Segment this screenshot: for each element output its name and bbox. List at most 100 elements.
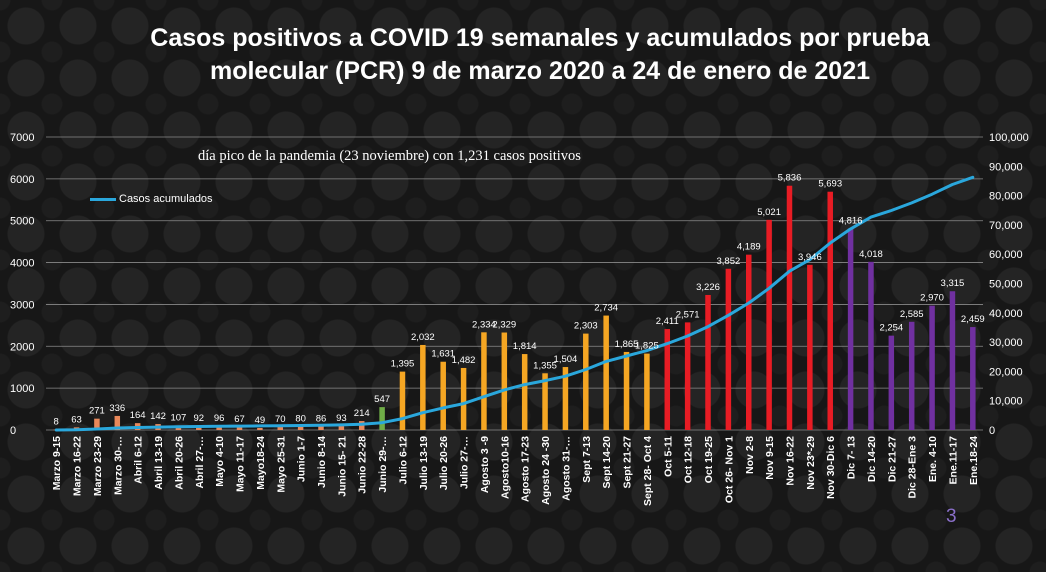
y-right-tick-label: 30,000 [989,337,1023,349]
x-tick-label: Agosto 31-… [560,436,572,501]
x-tick-label: Agosto 17-23 [520,436,532,502]
x-tick-label: Agosto 3 -9 [479,436,491,493]
bar-data-label: 2,459 [961,314,985,325]
bar-data-label: 1,631 [431,349,455,360]
bar-data-label: 1,825 [635,341,659,352]
bar-data-label: 86 [316,413,327,424]
bar [542,373,548,430]
y-right-tick-label: 10,000 [989,396,1023,408]
y-left-tick-label: 3000 [10,299,34,311]
bar-data-label: 2,032 [411,332,435,343]
bar-data-label: 2,734 [594,303,618,314]
x-tick-label: Julio 6-12 [397,436,409,485]
bar [297,426,304,430]
bar [725,268,732,430]
bar [970,327,976,430]
x-tick-label: Julio 13-19 [418,436,430,490]
bar-data-label: 4,189 [737,242,761,253]
x-tick-label: Dic 7- 13 [846,436,858,479]
y-right-tick-label: 80,000 [989,191,1023,203]
bar-data-label: 1,482 [452,355,476,366]
x-tick-label: Junio 1-7 [296,436,308,482]
bar [114,415,121,430]
bar-data-label: 1,865 [615,339,639,350]
x-tick-label: Abril 13-19 [153,436,165,490]
bar-data-label: 2,970 [920,293,944,304]
bar-data-label: 3,226 [696,282,720,293]
peak-annotation: día pico de la pandemia (23 noviembre) c… [198,148,581,164]
bar-data-label: 2,329 [492,320,516,331]
x-tick-label: Dic 14-20 [866,436,878,482]
y-right-tick-label: 20,000 [989,366,1023,378]
bar-data-label: 92 [193,413,204,424]
bar-data-label: 1,814 [513,341,537,352]
x-tick-label: Mayo 4-10 [214,436,226,487]
bar-data-label: 271 [89,406,105,417]
x-tick-label: Nov 9-15 [764,436,776,480]
bar-data-label: 4,018 [859,249,883,260]
bar [399,371,406,430]
bar-data-label: 2,571 [676,309,700,320]
bar-data-label: 5,693 [818,179,842,190]
x-tick-label: Ene. 4-10 [927,436,939,482]
bar [440,361,446,430]
legend: Casos acumulados [90,193,213,205]
bar [746,254,752,430]
bar [257,427,263,430]
x-tick-label: Nov 30-Dic 6 [825,436,837,499]
x-tick-label: Nov 23*-29 [805,436,817,490]
bar [684,322,691,430]
x-tick-label: Junio 22-28 [357,436,369,494]
bar-data-label: 2,334 [472,319,496,330]
bar [868,261,874,430]
bar-data-label: 4,816 [839,215,863,226]
bar [379,407,385,430]
y-right-tick-label: 70,000 [989,220,1023,232]
bar-data-label: 1,504 [554,354,578,365]
bar-data-label: 214 [354,408,370,419]
bar [827,191,833,430]
bar [908,321,915,430]
y-right-tick-label: 0 [989,425,995,437]
x-tick-label: Julio 27-… [459,436,471,489]
bar [236,427,243,430]
bar [949,291,956,430]
x-tick-label: Abril 20-26 [173,436,185,490]
y-right-tick-label: 100,000 [989,132,1029,144]
x-tick-label: Mayo 11-17 [235,436,247,492]
x-tick-label: Junio 29-… [377,436,389,493]
bar [807,264,813,430]
bar-data-label: 67 [234,414,245,425]
chart-title: Casos positivos a COVID 19 semanales y a… [150,24,930,85]
x-tick-label: Julio 20-26 [438,436,450,490]
bar-data-label: 63 [71,414,82,425]
bar [501,332,508,430]
x-tick-label: Mayo18-24 [255,436,267,490]
bar [888,335,895,430]
y-right-tick-label: 50,000 [989,279,1023,291]
bar [623,351,630,430]
x-tick-label: Nov 16-22 [784,436,796,486]
bar [216,425,222,430]
bar [94,418,100,430]
y-right-tick-label: 40,000 [989,308,1023,320]
bar-data-label: 2,254 [879,323,903,334]
bar-data-label: 2,585 [900,309,924,320]
bar-data-label: 2,411 [656,316,679,327]
bar [318,426,324,430]
bar [521,354,528,430]
bar [929,305,935,430]
y-left-tick-label: 7000 [10,132,34,144]
bar [847,228,854,430]
x-tick-label: Dic 21-27 [886,436,898,482]
y-right-tick-label: 60,000 [989,249,1023,261]
bar [277,427,283,430]
bar [338,426,345,430]
bar-data-label: 93 [336,413,347,424]
bar [766,219,772,430]
x-tick-label: Sept 28- Oct 4 [642,436,654,506]
x-tick-label: Mayo 25-31 [275,436,287,493]
bar [644,353,650,430]
y-left-tick-label: 4000 [10,258,34,270]
bar-data-label: 8 [54,417,59,428]
